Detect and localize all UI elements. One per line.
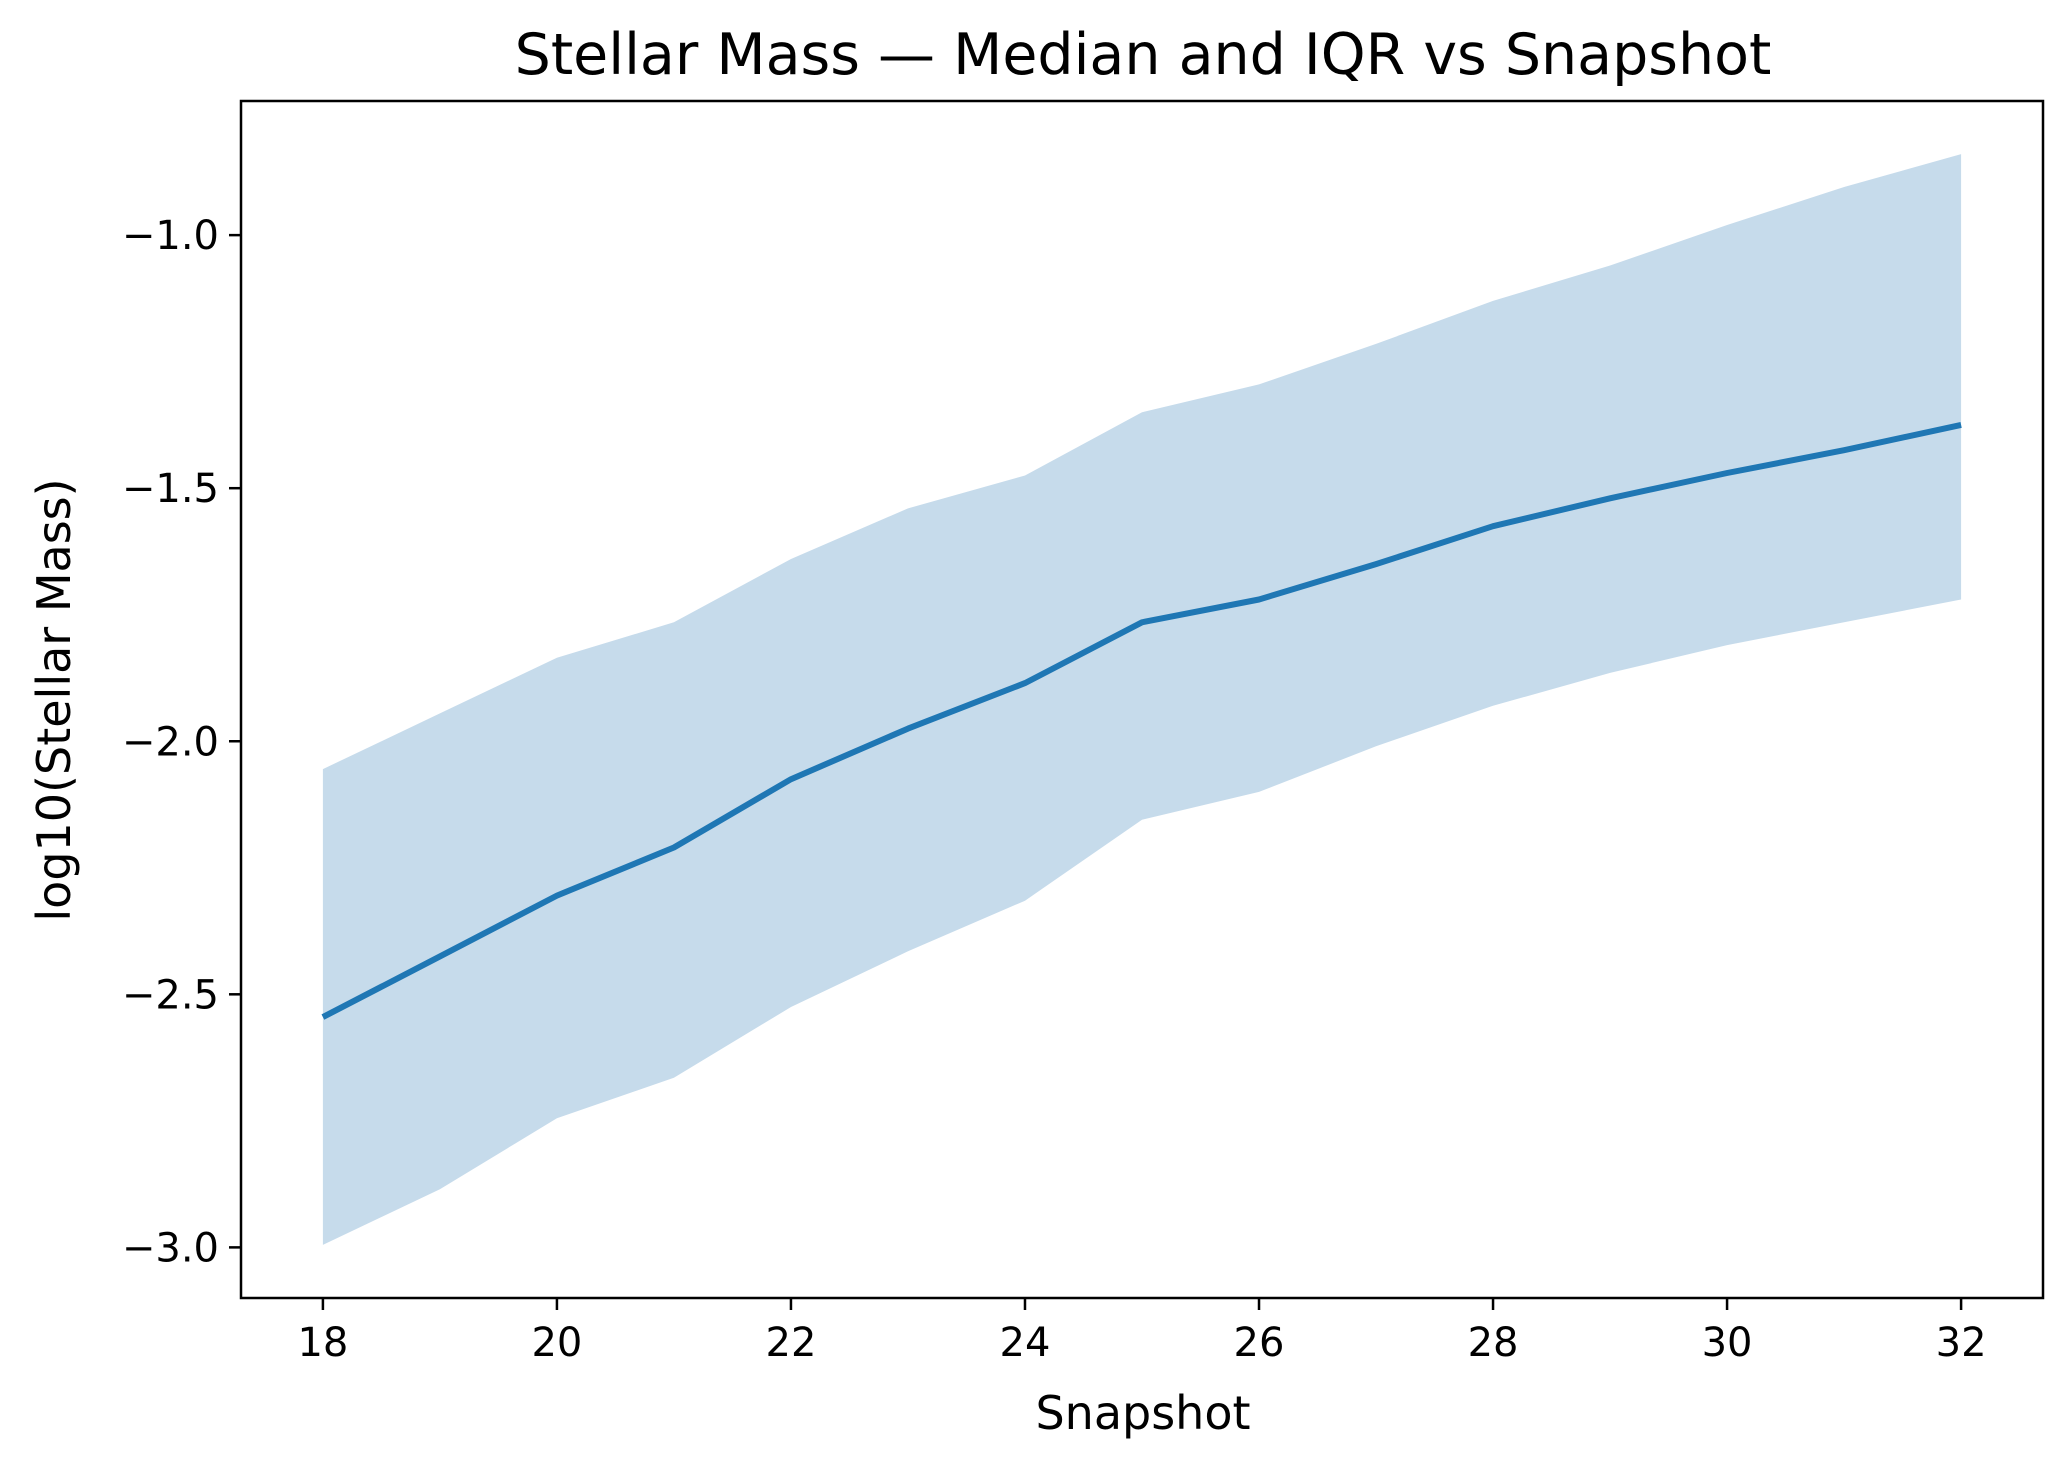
x-tick-label: 26 bbox=[1234, 1320, 1285, 1366]
x-tick-label: 20 bbox=[531, 1320, 582, 1366]
y-tick-label: −3.0 bbox=[122, 1225, 219, 1271]
plot-area bbox=[321, 154, 1962, 1245]
x-tick-label: 32 bbox=[1936, 1320, 1987, 1366]
iqr-band bbox=[322, 154, 1962, 1245]
y-tick-label: −2.5 bbox=[122, 972, 219, 1018]
axes-frame bbox=[239, 99, 2045, 1300]
x-tick-label: 28 bbox=[1468, 1320, 1519, 1366]
x-axis: 18 20 22 24 26 28 30 32 bbox=[297, 1298, 1987, 1366]
median-line bbox=[321, 421, 1962, 1020]
y-tick-label: −1.5 bbox=[122, 466, 219, 512]
y-axis-label: log10(Stellar Mass) bbox=[27, 478, 81, 921]
y-tick-label: −2.0 bbox=[122, 719, 219, 765]
x-tick-label: 30 bbox=[1702, 1320, 1753, 1366]
y-axis: −3.0 −2.5 −2.0 −1.5 −1.0 bbox=[122, 213, 241, 1271]
x-tick-label: 18 bbox=[297, 1320, 348, 1366]
x-axis-label: Snapshot bbox=[1035, 1386, 1250, 1440]
y-tick-label: −1.0 bbox=[122, 213, 219, 259]
chart-title: Stellar Mass — Median and IQR vs Snapsho… bbox=[515, 22, 1772, 88]
x-tick-label: 24 bbox=[1000, 1320, 1051, 1366]
x-tick-label: 22 bbox=[766, 1320, 817, 1366]
